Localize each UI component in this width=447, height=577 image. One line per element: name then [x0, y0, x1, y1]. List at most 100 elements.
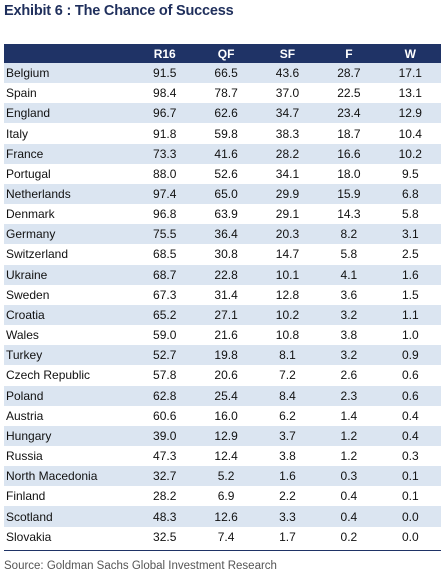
value-cell: 52.6 [195, 163, 257, 184]
value-cell: 10.1 [256, 264, 319, 285]
value-cell: 27.1 [195, 304, 257, 326]
value-cell: 5.8 [318, 244, 380, 265]
value-cell: 32.5 [134, 526, 196, 547]
table-row: Poland 62.8 25.4 8.4 2.3 0.6 [4, 385, 441, 406]
value-cell: 91.5 [134, 63, 196, 84]
country-cell: North Macedonia [4, 466, 134, 487]
table-body: Belgium 91.5 66.5 43.6 28.7 17.1 Spain 98.4 78.7… [4, 63, 441, 547]
header-row: R16 QF SF F W [4, 44, 441, 63]
value-cell: 21.6 [195, 325, 257, 346]
table-row: Spain 98.4 78.7 37.0 22.5 13.1 [4, 83, 441, 104]
value-cell: 18.0 [318, 163, 380, 184]
value-cell: 3.1 [379, 224, 441, 245]
value-cell: 0.1 [379, 466, 441, 487]
value-cell: 34.7 [256, 103, 319, 124]
value-cell: 1.2 [318, 445, 380, 467]
value-cell: 8.2 [318, 224, 380, 245]
country-cell: Netherlands [4, 183, 134, 205]
header-cell: F [318, 44, 380, 63]
value-cell: 20.3 [256, 224, 319, 245]
value-cell: 0.4 [379, 405, 441, 426]
value-cell: 30.8 [195, 244, 257, 265]
value-cell: 4.1 [318, 264, 380, 285]
value-cell: 36.4 [195, 224, 257, 245]
value-cell: 96.7 [134, 103, 196, 124]
table-row: England 96.7 62.6 34.7 23.4 12.9 [4, 103, 441, 124]
country-cell: Spain [4, 83, 134, 104]
value-cell: 0.4 [318, 506, 380, 527]
value-cell: 0.2 [318, 526, 380, 547]
table-row: Switzerland 68.5 30.8 14.7 5.8 2.5 [4, 244, 441, 265]
value-cell: 0.4 [318, 486, 380, 507]
value-cell: 32.7 [134, 466, 196, 487]
value-cell: 12.6 [195, 506, 257, 527]
country-cell: Sweden [4, 284, 134, 305]
value-cell: 3.2 [318, 345, 380, 366]
value-cell: 48.3 [134, 506, 196, 527]
value-cell: 34.1 [256, 163, 319, 184]
value-cell: 62.6 [195, 103, 257, 124]
table-row: Wales 59.0 21.6 10.8 3.8 1.0 [4, 325, 441, 346]
value-cell: 28.2 [256, 143, 319, 164]
value-cell: 0.3 [379, 445, 441, 467]
table-row: Czech Republic 57.8 20.6 7.2 2.6 0.6 [4, 365, 441, 386]
value-cell: 3.8 [318, 325, 380, 346]
value-cell: 0.6 [379, 365, 441, 386]
value-cell: 65.2 [134, 304, 196, 326]
country-cell: Scotland [4, 506, 134, 527]
divider [4, 550, 441, 551]
value-cell: 12.4 [195, 445, 257, 467]
value-cell: 88.0 [134, 163, 196, 184]
value-cell: 25.4 [195, 385, 257, 406]
value-cell: 73.3 [134, 143, 196, 164]
value-cell: 3.7 [256, 425, 319, 446]
value-cell: 96.8 [134, 204, 196, 225]
country-cell: Finland [4, 486, 134, 507]
table-row: Denmark 96.8 63.9 29.1 14.3 5.8 [4, 204, 441, 225]
value-cell: 1.0 [379, 325, 441, 346]
country-cell: Slovakia [4, 526, 134, 547]
table-row: Italy 91.8 59.8 38.3 18.7 10.4 [4, 123, 441, 144]
value-cell: 19.8 [195, 345, 257, 366]
value-cell: 97.4 [134, 183, 196, 205]
value-cell: 68.5 [134, 244, 196, 265]
value-cell: 10.4 [379, 123, 441, 144]
value-cell: 8.1 [256, 345, 319, 366]
country-cell: Italy [4, 123, 134, 144]
value-cell: 47.3 [134, 445, 196, 467]
value-cell: 41.6 [195, 143, 257, 164]
value-cell: 20.6 [195, 365, 257, 386]
value-cell: 6.8 [379, 183, 441, 205]
header-cell: W [379, 44, 441, 63]
value-cell: 1.6 [256, 466, 319, 487]
country-cell: Ukraine [4, 264, 134, 285]
value-cell: 28.7 [318, 63, 380, 84]
value-cell: 18.7 [318, 123, 380, 144]
value-cell: 23.4 [318, 103, 380, 124]
table-row: Portugal 88.0 52.6 34.1 18.0 9.5 [4, 163, 441, 184]
header-cell: SF [256, 44, 319, 63]
country-cell: Turkey [4, 345, 134, 366]
table-row: France 73.3 41.6 28.2 16.6 10.2 [4, 143, 441, 164]
table-row: Belgium 91.5 66.5 43.6 28.7 17.1 [4, 63, 441, 84]
value-cell: 7.4 [195, 526, 257, 547]
country-cell: Wales [4, 325, 134, 346]
table-row: Ukraine 68.7 22.8 10.1 4.1 1.6 [4, 264, 441, 285]
value-cell: 14.3 [318, 204, 380, 225]
value-cell: 1.5 [379, 284, 441, 305]
table-row: Croatia 65.2 27.1 10.2 3.2 1.1 [4, 304, 441, 326]
value-cell: 63.9 [195, 204, 257, 225]
country-cell: Poland [4, 385, 134, 406]
header-cell [4, 44, 134, 63]
country-cell: France [4, 143, 134, 164]
source: Source: Goldman Sachs Global Investment … [4, 560, 277, 572]
value-cell: 10.8 [256, 325, 319, 346]
value-cell: 65.0 [195, 183, 257, 205]
value-cell: 3.2 [318, 304, 380, 326]
country-cell: Czech Republic [4, 365, 134, 386]
value-cell: 16.6 [318, 143, 380, 164]
value-cell: 1.1 [379, 304, 441, 326]
country-cell: Belgium [4, 63, 134, 84]
value-cell: 5.2 [195, 466, 257, 487]
value-cell: 6.2 [256, 405, 319, 426]
